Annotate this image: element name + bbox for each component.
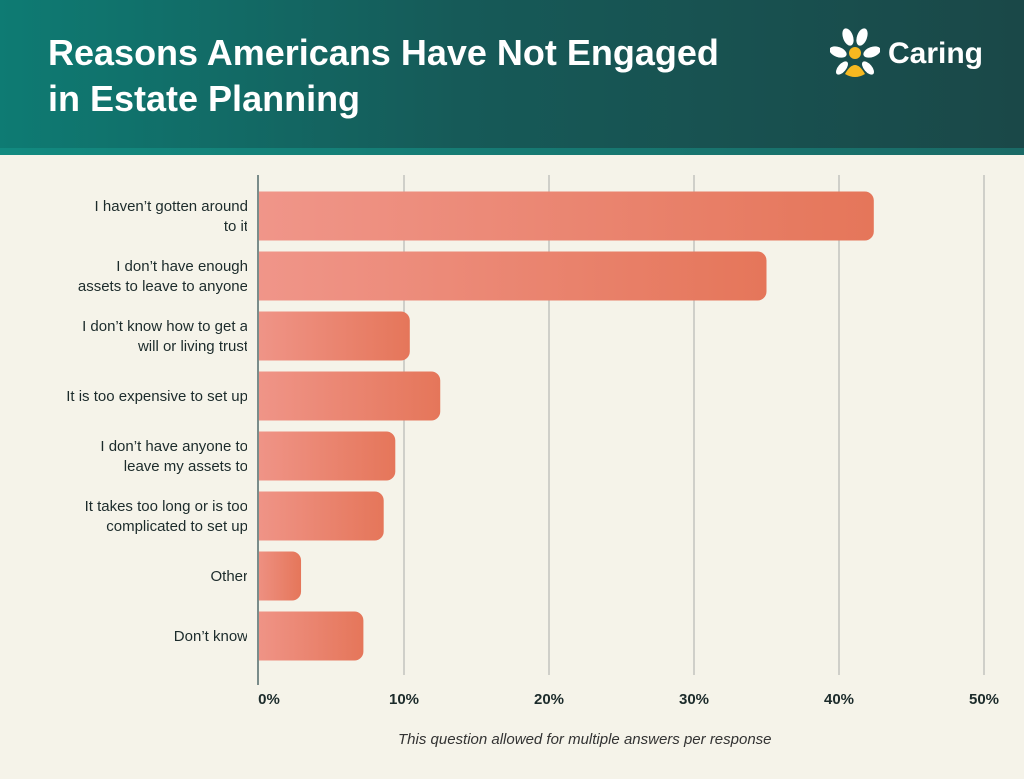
category-label: I haven’t gotten around [95, 198, 248, 215]
axis-mask [247, 170, 257, 680]
category-label: It takes too long or is too [85, 498, 248, 515]
category-label: It is too expensive to set up [66, 388, 248, 405]
flower-logo-icon [830, 28, 880, 77]
bar [249, 311, 410, 361]
category-label: assets to leave to anyone [78, 278, 248, 295]
bar [249, 491, 384, 541]
bar [249, 551, 302, 601]
category-label: Don’t know [174, 628, 248, 645]
category-label: will or living trust [137, 338, 249, 355]
footnote: This question allowed for multiple answe… [398, 731, 772, 748]
x-tick-label: 40% [824, 691, 854, 708]
category-label: to it [224, 218, 249, 235]
bar [249, 611, 364, 661]
x-tick-label: 30% [679, 691, 709, 708]
bar [249, 251, 767, 301]
bar [249, 191, 874, 241]
chart-title: Reasons Americans Have Not Engaged in Es… [48, 32, 719, 119]
category-label: I don’t have enough [116, 258, 248, 275]
x-tick-label: 20% [534, 691, 564, 708]
x-tick-label: 10% [389, 691, 419, 708]
category-label: I don’t have anyone to [100, 438, 248, 455]
category-label: leave my assets to [124, 458, 248, 475]
category-label: I don’t know how to get a [82, 318, 249, 335]
x-tick-label: 0% [258, 691, 280, 708]
category-label: complicated to set up [106, 518, 248, 535]
bar [249, 371, 441, 421]
caring-logo: Caring [830, 28, 983, 80]
bar [249, 431, 396, 481]
category-label: Other [210, 568, 248, 585]
x-tick-label: 50% [969, 691, 999, 708]
logo-text: Caring [888, 37, 984, 70]
header-strip [0, 148, 1024, 155]
